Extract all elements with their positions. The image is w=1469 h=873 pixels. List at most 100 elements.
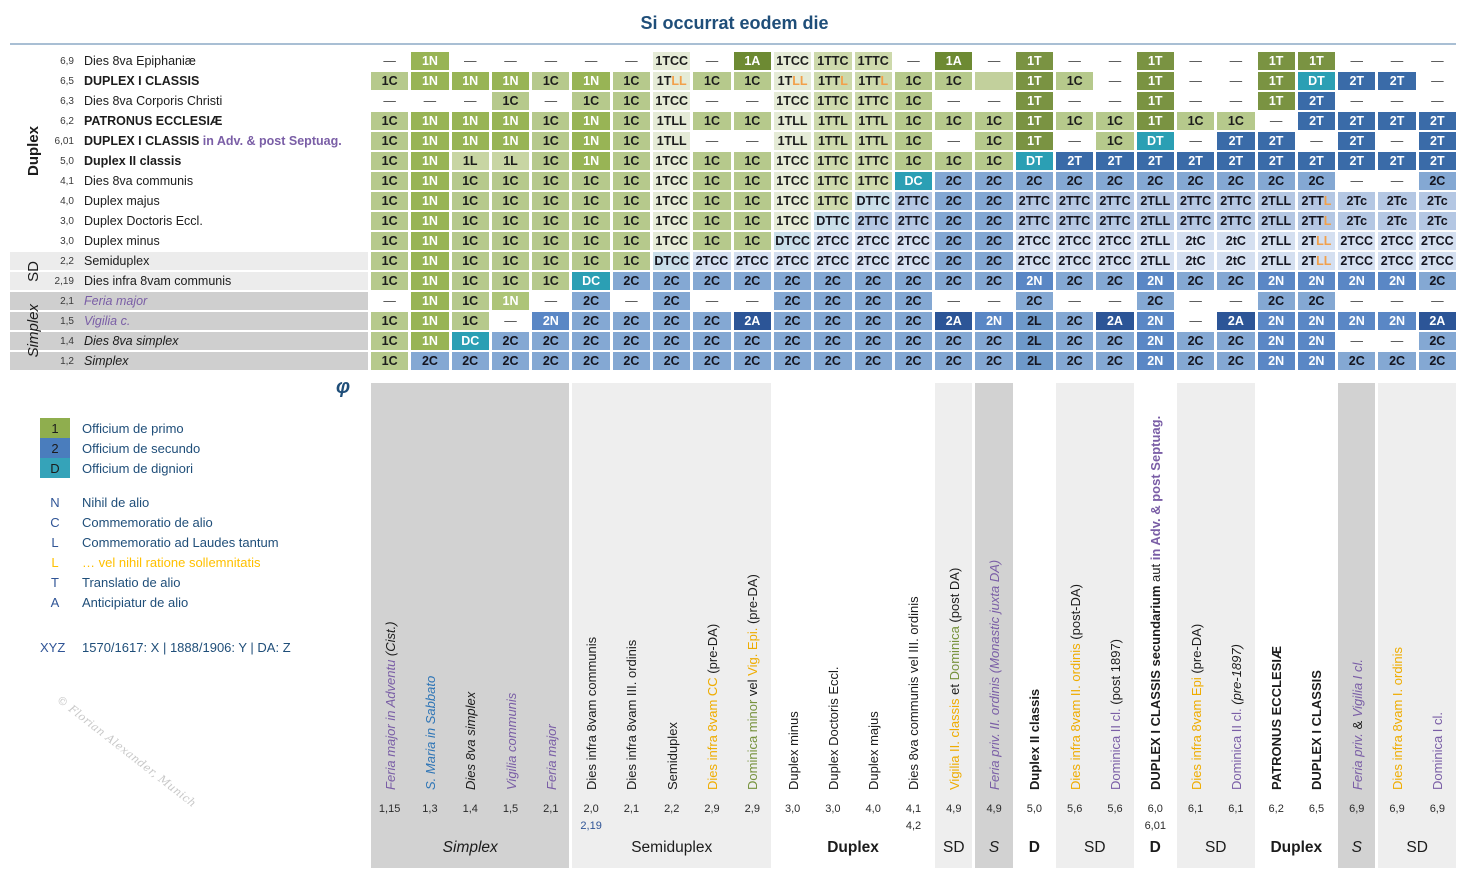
- grid-cell: 1TCC: [653, 172, 691, 190]
- grid-cell: 2N: [1257, 352, 1295, 370]
- column-rank-cell: 6,1: [1177, 796, 1214, 838]
- row-group-label-duplex: Duplex: [22, 52, 44, 250]
- column-rank: 3,0: [784, 803, 801, 815]
- grid-cell: 2TTC: [1176, 212, 1215, 230]
- column-rank-cell: 6,2: [1258, 796, 1295, 838]
- column-label-part: Feria priv.: [1349, 733, 1365, 790]
- grid-cell: 1TTC: [814, 92, 852, 110]
- cell-code-orange: LL: [792, 73, 808, 88]
- row-label-part: Semiduplex: [84, 254, 150, 268]
- grid-cell: 1C: [612, 172, 651, 190]
- grid-cell: 2TCC: [1015, 232, 1054, 250]
- grid-cell: 1TLL: [773, 132, 812, 150]
- grid-cell: 1TTC: [854, 92, 892, 110]
- grid-cell: 1TTC: [854, 152, 892, 170]
- grid-cell: 1C: [693, 152, 731, 170]
- legend-letter-row: L Commemoratio ad Laudes tantum: [40, 532, 291, 552]
- grid-cell: 2C: [532, 332, 570, 350]
- grid-cell: 1C: [451, 312, 489, 330]
- grid-cell: 1C: [532, 152, 570, 170]
- column-label-cell: S. Maria in Sabbato: [411, 383, 448, 796]
- grid-cell: —: [612, 292, 651, 310]
- column-label: Dies infra 8vam II. ordinis (post-DA): [1068, 584, 1083, 790]
- row-group-label-simplex: Simplex: [22, 292, 44, 370]
- grid-cell: 2C: [935, 212, 973, 230]
- grid-cell: 1C: [693, 192, 731, 210]
- column-label-cell: PATRONUS ECCLESIÆ: [1258, 383, 1295, 796]
- grid-cell: —: [451, 92, 489, 110]
- column-group-label-text: D: [1028, 839, 1040, 856]
- grid-cell: 1C: [532, 272, 570, 290]
- grid-cell: 1TCC: [773, 52, 812, 70]
- grid-cell: 2C: [894, 332, 933, 350]
- grid-cell: 2C: [975, 232, 1013, 250]
- grid-cell: DT: [1136, 132, 1174, 150]
- grid-cell: 2TTC: [1015, 192, 1054, 210]
- grid-cell: 2T: [1096, 152, 1134, 170]
- grid-cell: —: [1378, 92, 1416, 110]
- grid-cell: 1C: [935, 112, 973, 130]
- grid-cell: 2C: [1096, 352, 1134, 370]
- grid-cell: —: [975, 52, 1013, 70]
- column-label-part: &: [1349, 717, 1365, 734]
- column-label-cell: Feria priv. & Vigilia I cl.: [1338, 383, 1375, 796]
- row-label-text: Duplex majus: [84, 194, 160, 208]
- column-group-label: SD: [935, 838, 972, 868]
- grid-cell: 2T: [1418, 112, 1456, 130]
- grid-cell: 2N: [532, 312, 570, 330]
- grid-cell: 2C: [935, 272, 973, 290]
- row-label-part: Vigilia c.: [84, 314, 131, 328]
- grid-cell: 1C: [491, 192, 530, 210]
- column-label: S. Maria in Sabbato: [423, 676, 438, 790]
- grid-cell: 1C: [451, 292, 489, 310]
- column-label-part: DUPLEX I CLASSIS: [1309, 670, 1325, 790]
- grid-cell: —: [935, 292, 973, 310]
- column-rank-cell: 4,0: [855, 796, 892, 838]
- grid-cell: 2C: [975, 172, 1013, 190]
- column-rank: 1,4: [462, 803, 478, 815]
- legend-letter-label: Commemoratio ad Laudes tantum: [82, 534, 279, 550]
- column-rank-secondary: 6,01: [1144, 819, 1166, 832]
- grid-cell: 1C: [612, 132, 651, 150]
- phi-symbol: φ: [336, 376, 351, 398]
- grid-cell: 2N: [1378, 312, 1416, 330]
- grid-cell: 2N: [1136, 332, 1174, 350]
- grid-cell: —: [693, 292, 731, 310]
- grid-cell: 1C: [935, 72, 973, 90]
- column-label: Feria major: [544, 724, 559, 790]
- column-label-cell: Duplex minus: [774, 383, 811, 796]
- grid-cell: 2T: [1297, 152, 1336, 170]
- row-label-part: in Adv. & post Septuag.: [202, 134, 342, 148]
- grid-cell: 2C: [532, 352, 570, 370]
- column-rank-cell: 2,1: [532, 796, 569, 838]
- grid-cell: 2T: [1338, 72, 1376, 90]
- grid-cell: —: [1217, 52, 1255, 70]
- grid-cell: 2C: [491, 352, 530, 370]
- grid-cell: 2C: [894, 312, 933, 330]
- grid-cell: —: [572, 52, 610, 70]
- column-label-part: Feria major: [543, 724, 559, 790]
- grid-cell: 2L: [1015, 332, 1054, 350]
- column-group-label-text: D: [1149, 839, 1161, 856]
- grid-cell: 1N: [491, 132, 530, 150]
- grid-cell: 2TCC: [1056, 232, 1094, 250]
- grid-cell: 2C: [1418, 272, 1456, 290]
- grid-cell: 2N: [1257, 312, 1295, 330]
- grid-cell: 1N: [411, 52, 449, 70]
- column-label-cell: Dies infra 8vam II. ordinis (post-DA): [1056, 383, 1093, 796]
- grid-cell: 2C: [1257, 172, 1295, 190]
- column-label-part: Dominica I cl.: [1430, 711, 1446, 790]
- grid-cell: 2C: [935, 352, 973, 370]
- column-label-part: Feria major in Adventu: [382, 656, 398, 790]
- grid-cell: 1C: [733, 212, 771, 230]
- column-group-label: S: [1338, 838, 1375, 868]
- matrix-row: 3,0 Duplex Doctoris Eccl. 1C 1N 1C 1C 1C 1C 1C 1T…: [10, 212, 1456, 230]
- grid-cell: 1TCC: [773, 212, 812, 230]
- row-rank: 2,1: [60, 295, 74, 307]
- matrix-row: 1,5 Vigilia c. 1C 1N 1C —2N 2C 2C 2C 2C 2A 2C 2C 2C 2C…: [10, 312, 1456, 330]
- grid-cell: 1L: [491, 152, 530, 170]
- grid-cell: 2A: [1096, 312, 1134, 330]
- row-label: 3,0 Duplex minus: [10, 232, 368, 250]
